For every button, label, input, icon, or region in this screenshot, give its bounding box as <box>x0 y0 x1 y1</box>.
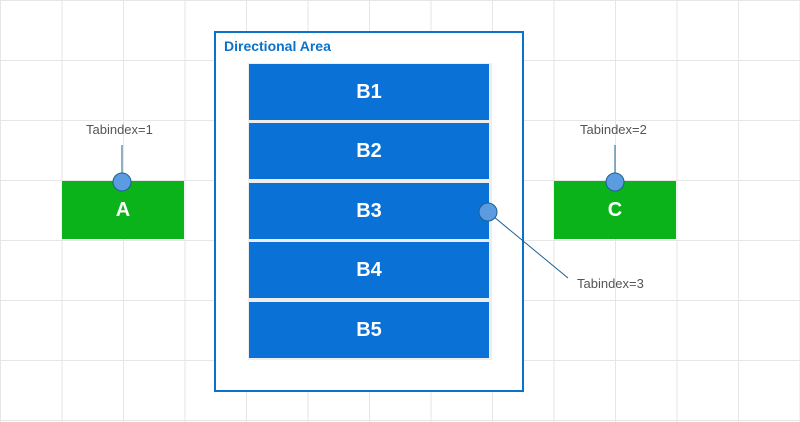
directional-area-title: Directional Area <box>224 38 331 54</box>
box-b4[interactable]: B4 <box>249 242 489 298</box>
callout-label-tabindex-3: Tabindex=3 <box>577 276 644 291</box>
box-b5[interactable]: B5 <box>249 302 489 358</box>
box-b2[interactable]: B2 <box>249 123 489 179</box>
box-c[interactable]: C <box>554 181 676 239</box>
box-a[interactable]: A <box>62 181 184 239</box>
box-b3[interactable]: B3 <box>249 183 489 239</box>
callout-label-tabindex-1: Tabindex=1 <box>86 122 153 137</box>
box-b1[interactable]: B1 <box>249 64 489 120</box>
callout-label-tabindex-2: Tabindex=2 <box>580 122 647 137</box>
